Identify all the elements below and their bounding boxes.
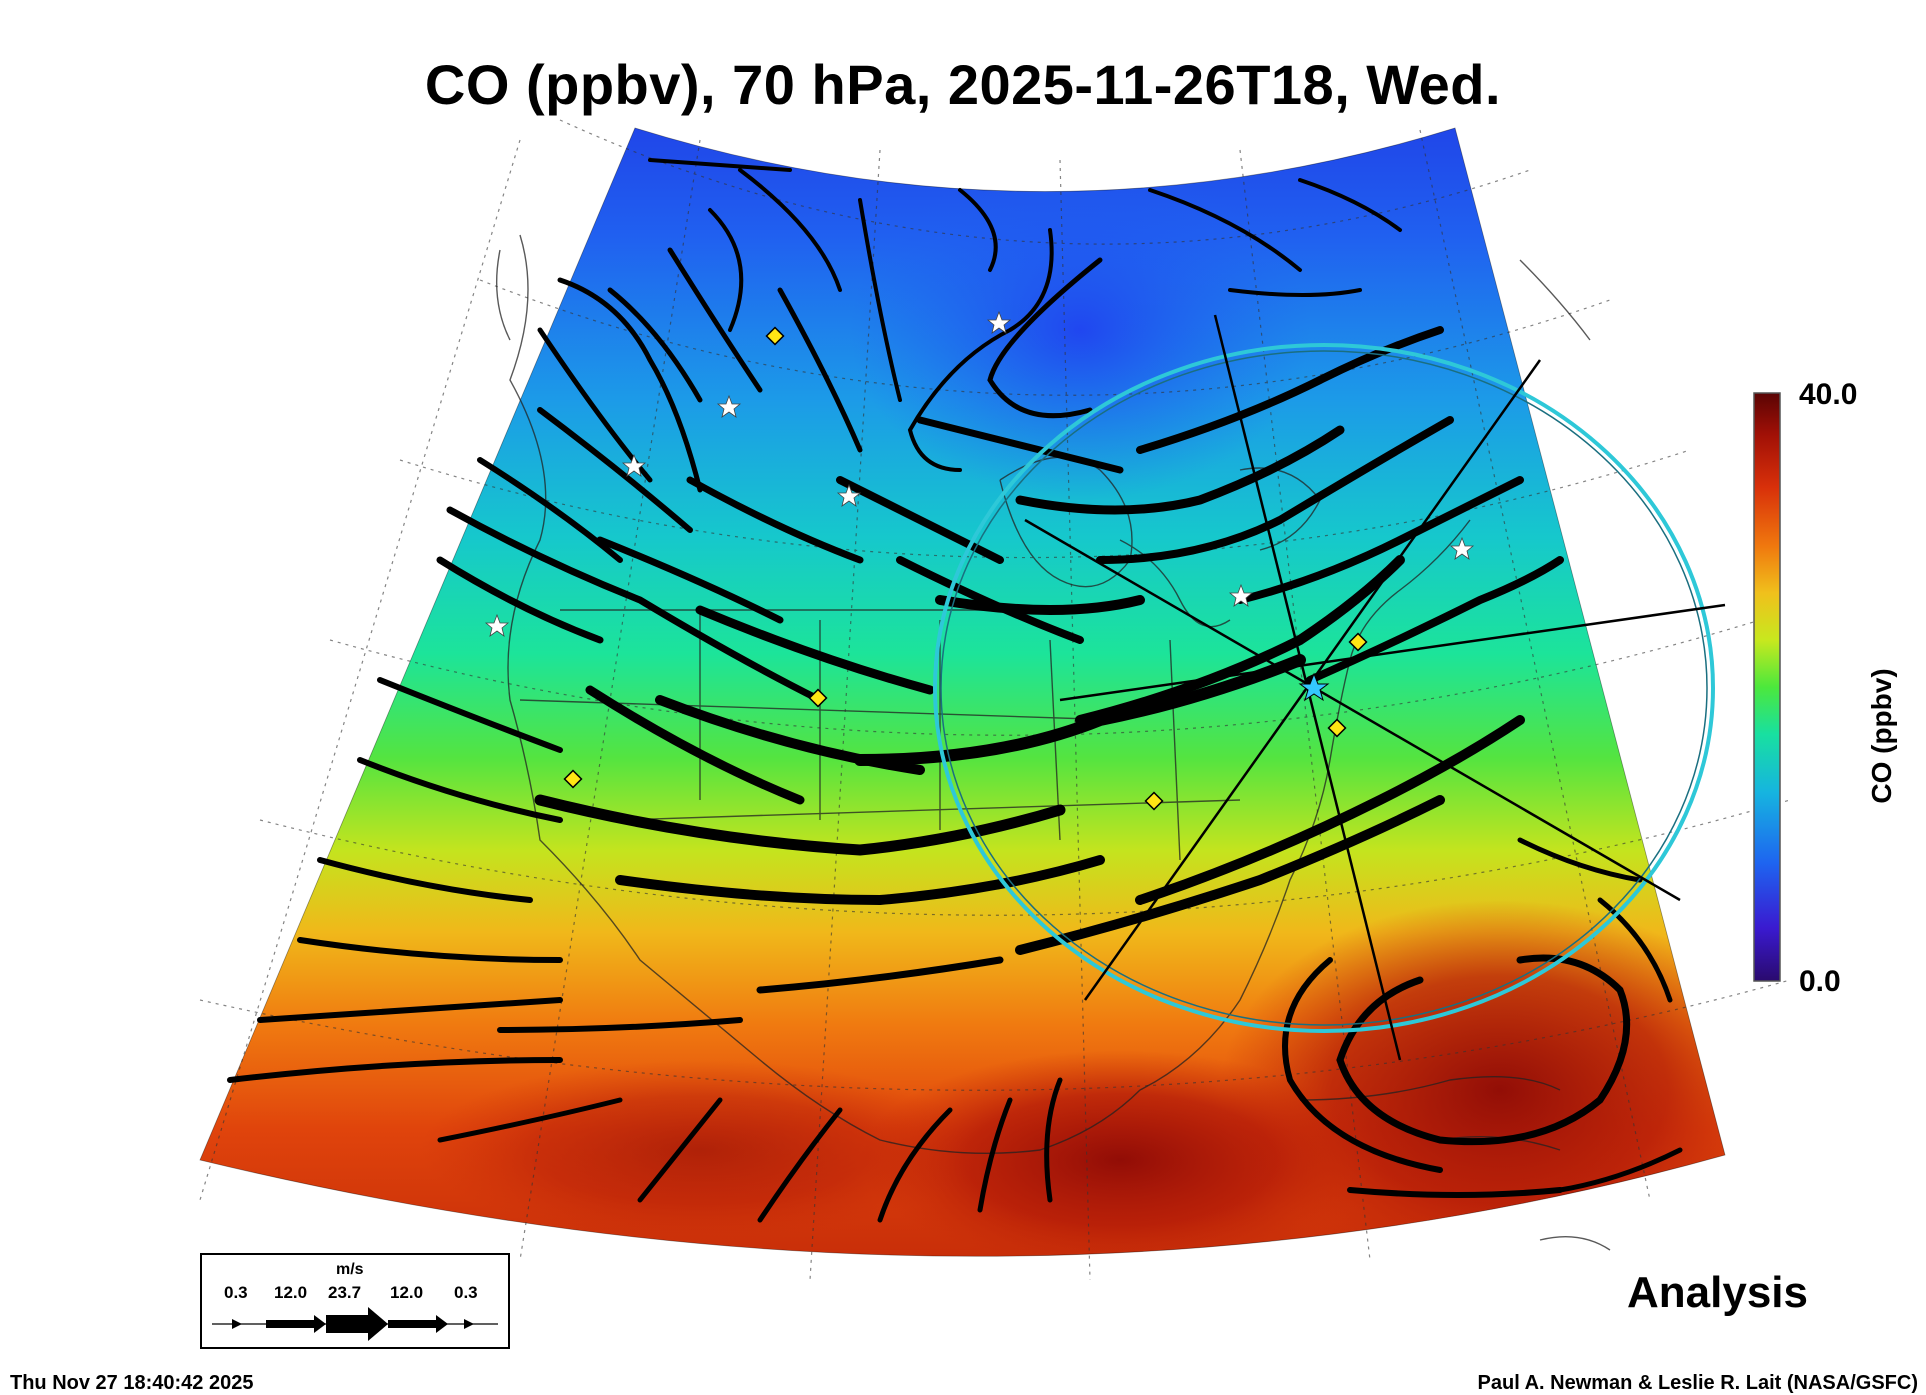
colorbar-min-label: 0.0 bbox=[1799, 965, 1841, 998]
credit-line: Paul A. Newman & Leslie R. Lait (NASA/GS… bbox=[1477, 1372, 1918, 1394]
diamond-marker bbox=[1327, 718, 1347, 738]
wind-speed-legend: m/s 0.3 12.0 23.7 12.0 0.3 bbox=[200, 1253, 510, 1349]
map-sector-outline bbox=[199, 127, 1726, 1257]
colorbar-axis-label: CO (ppbv) bbox=[1866, 668, 1897, 804]
diamond-marker bbox=[765, 326, 785, 346]
diamond-marker bbox=[563, 769, 583, 789]
star-marker bbox=[836, 483, 862, 507]
diamond-marker bbox=[1144, 791, 1164, 811]
wind-streamlines bbox=[227, 158, 1683, 1223]
star-marker bbox=[1449, 536, 1475, 560]
coastlines bbox=[496, 234, 1611, 1251]
analysis-label: Analysis bbox=[1627, 1268, 1808, 1317]
star-marker bbox=[716, 394, 742, 418]
legend-value: 12.0 bbox=[390, 1283, 424, 1302]
timestamp: Thu Nov 27 18:40:42 2025 bbox=[10, 1372, 254, 1394]
colorbar bbox=[1753, 392, 1781, 982]
legend-value: 23.7 bbox=[328, 1283, 362, 1302]
legend-unit: m/s bbox=[336, 1261, 364, 1278]
star-marker bbox=[986, 310, 1012, 334]
star-markers bbox=[484, 310, 1475, 637]
co-field bbox=[200, 128, 1725, 1257]
star-marker bbox=[621, 453, 647, 477]
center-star-marker bbox=[1298, 672, 1330, 702]
legend-value: 0.3 bbox=[224, 1283, 248, 1302]
diamond-markers bbox=[563, 326, 1368, 811]
colorbar-max-label: 40.0 bbox=[1799, 378, 1858, 411]
legend-value: 12.0 bbox=[274, 1283, 308, 1302]
star-marker bbox=[1228, 583, 1254, 607]
diamond-marker bbox=[808, 688, 828, 708]
diamond-marker bbox=[1348, 632, 1368, 652]
legend-arrow-scale bbox=[212, 1307, 498, 1341]
star-marker bbox=[484, 613, 510, 637]
map-title: CO (ppbv), 70 hPa, 2025-11-26T18, Wed. bbox=[424, 53, 1502, 116]
legend-value: 0.3 bbox=[454, 1283, 478, 1302]
